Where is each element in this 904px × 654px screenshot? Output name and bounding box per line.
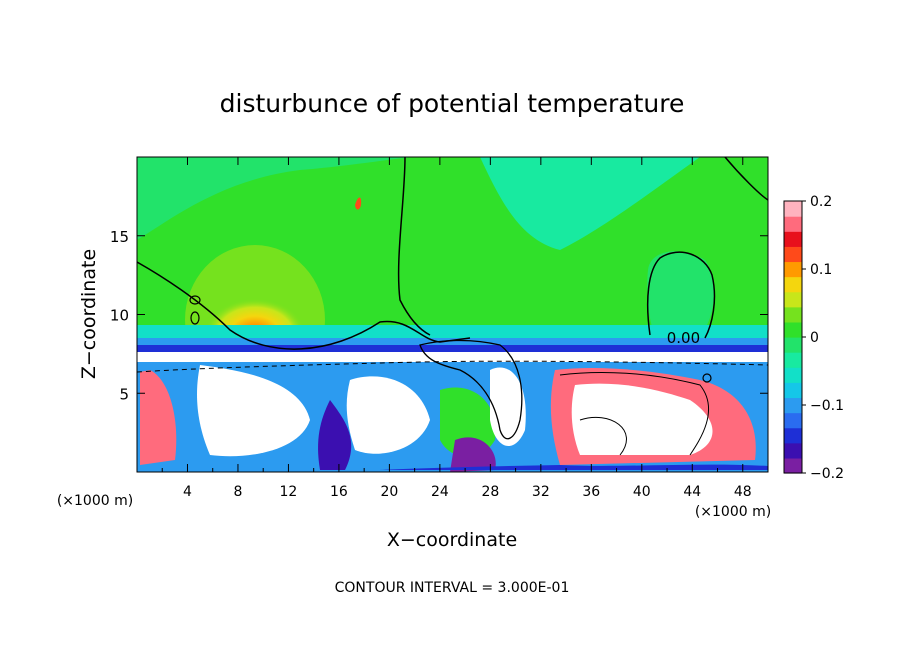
- small-contour-3: [702, 373, 712, 383]
- band-light-blue: [137, 338, 768, 348]
- dashed-contour: [137, 360, 768, 373]
- colorbar-segment: [784, 261, 802, 278]
- colorbar-segment: [784, 276, 802, 293]
- upper-spike: [355, 197, 362, 210]
- x-tick-label: 16: [330, 484, 348, 500]
- lower-white-1: [197, 365, 310, 457]
- x-axis-label: X−coordinate: [387, 529, 517, 551]
- colorbar-segment: [784, 321, 802, 338]
- y-tick-label: 5: [119, 385, 129, 403]
- x-tick-label: 8: [233, 484, 242, 500]
- x-unit-left: (×1000 m): [57, 493, 133, 509]
- x-axis-ticks: 4 8 12 16 20 24 28 32 36 40 44 48: [161, 157, 752, 500]
- colorbar-segment: [784, 412, 802, 429]
- floor-band: [137, 464, 768, 470]
- lower-warm-1: [140, 370, 177, 465]
- x-tick-label: 4: [183, 484, 192, 500]
- colorbar-segment: [784, 291, 802, 308]
- lower-contours: [559, 371, 710, 456]
- x-tick-label: 12: [280, 484, 298, 500]
- zero-contour-mid: [397, 157, 431, 336]
- upper-left-region: [137, 157, 420, 240]
- x-tick-label: 20: [380, 484, 398, 500]
- colorbar-segment: [784, 201, 802, 217]
- colorbar-tick-label: 0.2: [810, 194, 832, 210]
- band-white: [137, 352, 768, 362]
- zero-contour-left: [137, 261, 471, 350]
- lower-cold-1: [318, 400, 352, 470]
- colorbar-segment: [784, 231, 802, 247]
- contour-label: 0.00: [667, 329, 700, 347]
- x-tick-label: 36: [582, 484, 600, 500]
- zero-contour-right: [646, 251, 716, 339]
- x-tick-label: 28: [481, 484, 499, 500]
- colorbar-segment: [784, 352, 802, 368]
- x-unit-right: (×1000 m): [695, 504, 771, 520]
- dense-contour-cluster: [419, 339, 523, 440]
- colorbar-segment: [784, 337, 802, 353]
- colorbar-segment: [784, 382, 802, 399]
- x-tick-label: 24: [431, 484, 449, 500]
- lower-white-2: [346, 376, 430, 454]
- colorbar-segment: [784, 367, 802, 383]
- zero-contour-top-right: [724, 157, 768, 201]
- y-tick-label: 10: [110, 307, 129, 325]
- colorbar-tick-label: −0.1: [810, 398, 844, 414]
- colorbar-segment: [784, 246, 802, 263]
- colorbar-segment: [784, 216, 802, 232]
- upper-right-region: [647, 251, 715, 335]
- colorbar-segment: [784, 427, 802, 444]
- lower-cold-2: [450, 437, 496, 472]
- contour-interval-note: CONTOUR INTERVAL = 3.000E-01: [335, 580, 570, 596]
- chart-title: disturbunce of potential temperature: [220, 89, 685, 118]
- lower-green-1: [440, 387, 496, 457]
- lower-white-4: [571, 383, 713, 455]
- cool-upper-region: [480, 157, 700, 250]
- x-tick-label: 48: [734, 484, 752, 500]
- y-axis-ticks: 5 10 15: [110, 228, 768, 403]
- y-tick-label: 15: [110, 228, 129, 246]
- x-tick-label: 44: [683, 484, 701, 500]
- colorbar-tick-label: 0: [810, 330, 819, 346]
- colorbar: 0.2 0.1 0 −0.1 −0.2: [783, 194, 844, 482]
- small-contour-2: [190, 311, 200, 325]
- y-axis-label: Z−coordinate: [78, 249, 100, 379]
- band-blue: [137, 345, 768, 355]
- x-tick-label: 40: [633, 484, 651, 500]
- colorbar-tick-label: −0.2: [810, 466, 844, 482]
- colorbar-segment: [784, 442, 802, 459]
- colorbar-segment: [784, 457, 802, 474]
- colorbar-segment: [784, 397, 802, 414]
- colorbar-segment: [784, 306, 802, 323]
- small-contour-1: [189, 295, 201, 305]
- colorbar-tick-label: 0.1: [810, 262, 832, 278]
- x-tick-label: 32: [532, 484, 550, 500]
